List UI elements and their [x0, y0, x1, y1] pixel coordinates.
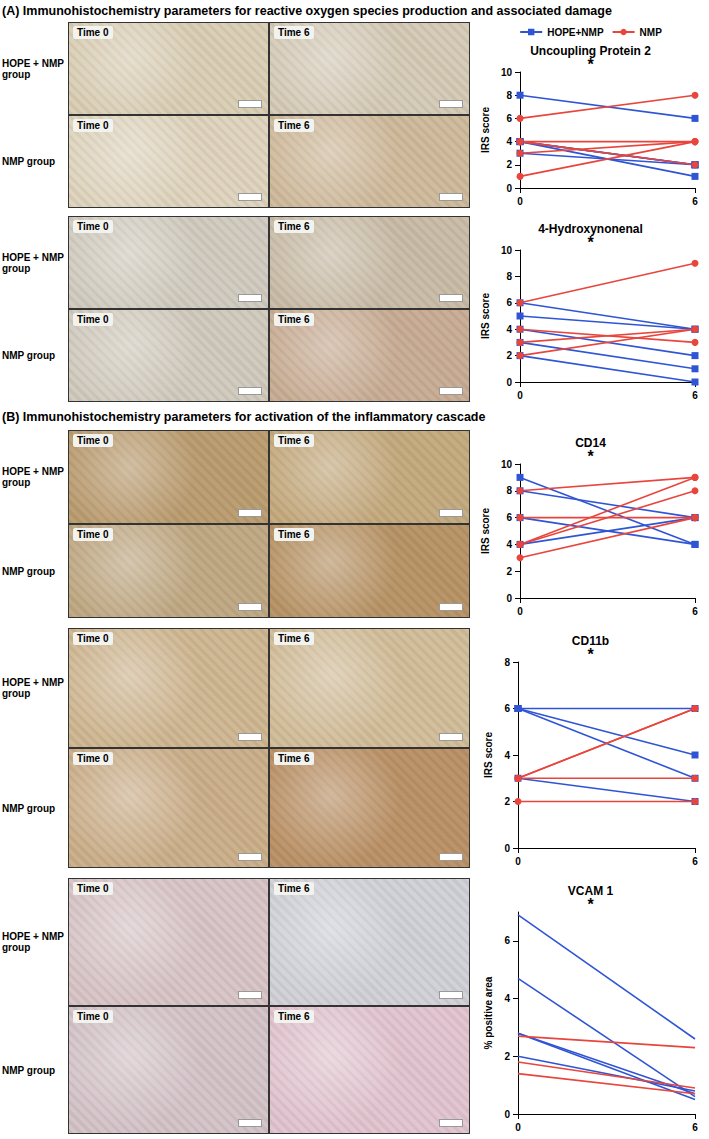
html-text:HOPE + NMP group: HOPE + NMP group [2, 251, 64, 274]
svg-text:0: 0 [515, 1122, 521, 1133]
svg-text:4: 4 [504, 750, 510, 761]
svg-text:*: * [587, 896, 594, 913]
svg-text:CD14: CD14 [575, 436, 606, 450]
svg-text:0: 0 [504, 1109, 510, 1120]
svg-text:6: 6 [692, 856, 698, 867]
svg-text:4: 4 [506, 324, 512, 335]
html-text:Time 6: Time 6 [278, 27, 310, 38]
html-text:(A) Immunohistochemistry param: (A) Immunohistochemistry parameters for … [2, 4, 612, 18]
svg-text:CD11b: CD11b [572, 634, 609, 648]
svg-text:2: 2 [506, 566, 512, 577]
html-text:HOPE + NMP group: HOPE + NMP group [2, 57, 64, 80]
svg-text:6: 6 [506, 297, 512, 308]
svg-text:0: 0 [517, 606, 523, 617]
svg-text:6: 6 [506, 113, 512, 124]
svg-text:8: 8 [506, 90, 512, 101]
svg-text:*: * [587, 448, 594, 465]
svg-text:4: 4 [506, 539, 512, 550]
svg-text:0: 0 [506, 593, 512, 604]
svg-text:*: * [587, 234, 594, 251]
html-text:Time 0: Time 0 [77, 435, 109, 446]
svg-text:6: 6 [692, 606, 698, 617]
svg-text:6: 6 [692, 1122, 698, 1133]
svg-text:4: 4 [504, 993, 510, 1004]
svg-text:VCAM 1: VCAM 1 [568, 884, 614, 898]
html-text:NMP group: NMP group [2, 350, 56, 361]
html-text:Time 0: Time 0 [77, 27, 109, 38]
svg-text:NMP: NMP [640, 27, 663, 38]
html-text:HOPE + NMP group: HOPE + NMP group [2, 466, 64, 488]
html-text:Time 6: Time 6 [278, 753, 310, 764]
svg-text:6: 6 [506, 512, 512, 523]
svg-text:Uncoupling Protein 2: Uncoupling Protein 2 [530, 44, 651, 58]
svg-text:10: 10 [501, 67, 513, 78]
html-text:NMP group: NMP group [2, 565, 56, 577]
html-text:Time 0: Time 0 [77, 1011, 109, 1022]
html-text:Time 6: Time 6 [278, 1011, 310, 1022]
svg-text:IRS score: IRS score [483, 731, 494, 778]
svg-text:0: 0 [504, 843, 510, 854]
html-text:Time 0: Time 0 [77, 120, 109, 131]
html-text:Time 6: Time 6 [278, 633, 310, 644]
svg-text:HOPE+NMP: HOPE+NMP [547, 27, 604, 38]
svg-text:*: * [587, 56, 594, 73]
html-text:Time 0: Time 0 [77, 314, 109, 325]
svg-text:10: 10 [501, 459, 513, 470]
svg-text:6: 6 [692, 196, 698, 207]
html-text:Time 6: Time 6 [278, 120, 310, 131]
svg-text:8: 8 [506, 485, 512, 496]
html-text:NMP group: NMP group [2, 802, 56, 814]
svg-text:2: 2 [504, 796, 510, 807]
svg-text:6: 6 [692, 390, 698, 401]
svg-text:0: 0 [517, 390, 523, 401]
svg-text:6: 6 [504, 703, 510, 714]
svg-text:0: 0 [517, 196, 523, 207]
html-text:Time 0: Time 0 [77, 633, 109, 644]
svg-text:*: * [587, 646, 594, 663]
html-text:Time 0: Time 0 [77, 529, 109, 540]
html-text:HOPE + NMP group: HOPE + NMP group [2, 677, 64, 699]
html-text:HOPE + NMP group: HOPE + NMP group [2, 931, 64, 953]
svg-text:6: 6 [504, 935, 510, 946]
svg-text:0: 0 [515, 856, 521, 867]
svg-text:IRS score: IRS score [480, 507, 491, 554]
svg-text:2: 2 [506, 350, 512, 361]
svg-text:2: 2 [504, 1051, 510, 1062]
html-text:NMP group: NMP group [2, 156, 56, 167]
html-text:Time 6: Time 6 [278, 883, 310, 894]
html-text:Time 0: Time 0 [77, 221, 109, 232]
svg-text:8: 8 [506, 271, 512, 282]
svg-text:8: 8 [504, 657, 510, 668]
html-text:(B) Immunohistochemistry param: (B) Immunohistochemistry parameters for … [2, 410, 486, 424]
svg-text:4: 4 [506, 136, 512, 147]
svg-text:0: 0 [506, 183, 512, 194]
svg-text:0: 0 [506, 377, 512, 388]
svg-text:IRS score: IRS score [480, 106, 491, 153]
svg-text:10: 10 [501, 245, 513, 256]
svg-text:% positive area: % positive area [483, 976, 494, 1049]
html-text:Time 6: Time 6 [278, 221, 310, 232]
html-text:Time 6: Time 6 [278, 435, 310, 446]
svg-text:2: 2 [506, 159, 512, 170]
html-text:Time 6: Time 6 [278, 529, 310, 540]
html-text:Time 6: Time 6 [278, 314, 310, 325]
svg-text:IRS score: IRS score [480, 292, 491, 339]
svg-text:4-Hydroxynonenal: 4-Hydroxynonenal [538, 222, 643, 236]
html-text:Time 0: Time 0 [77, 753, 109, 764]
html-text:Time 0: Time 0 [77, 883, 109, 894]
html-text:NMP group: NMP group [2, 1064, 56, 1076]
